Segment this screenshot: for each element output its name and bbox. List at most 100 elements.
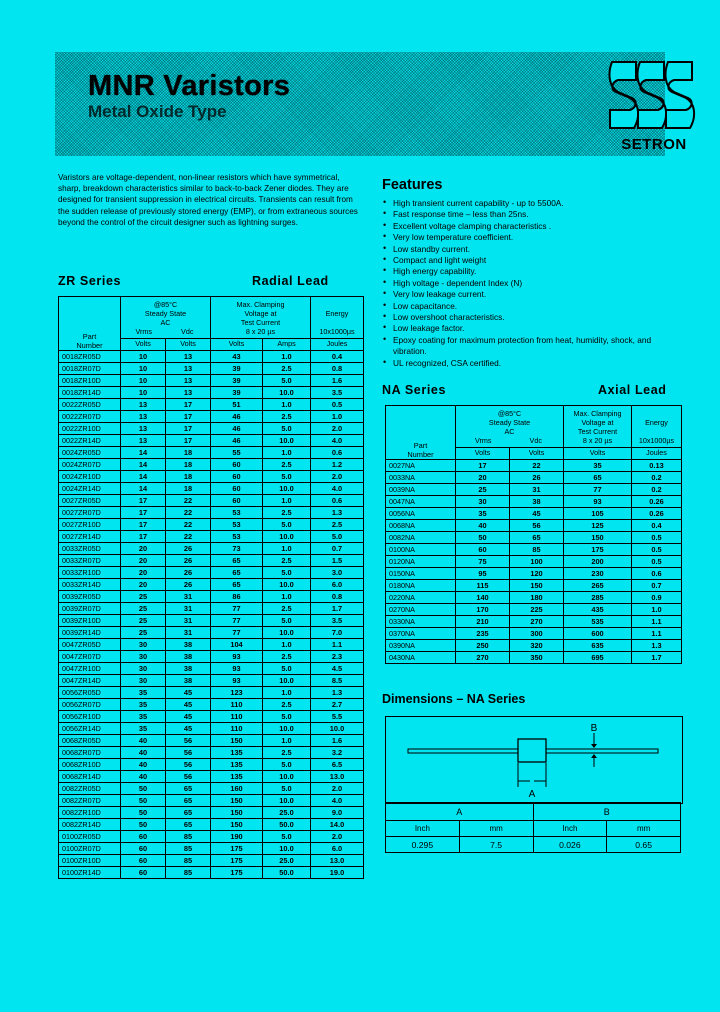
spec-cell: 26 [165, 578, 211, 591]
spec-cell: 1.3 [631, 639, 682, 652]
part-number-cell: 0056ZR07D [58, 698, 121, 711]
part-number-cell: 0022ZR10D [58, 422, 121, 435]
part-number-cell: 0039NA [385, 483, 456, 496]
table-row: 0100NA 60 85 175 0.5 [385, 543, 682, 556]
table-row: 0024ZR10D 14 18 60 5.0 2.0 [58, 470, 364, 483]
spec-cell: 6.5 [310, 758, 364, 771]
spec-cell: 22 [165, 518, 211, 531]
table-row: 0150NA 95 120 230 0.6 [385, 567, 682, 580]
na-series-heading: NA Series [382, 383, 446, 397]
spec-cell: 17 [165, 398, 211, 411]
spec-cell: 200 [563, 555, 632, 568]
zr-table-body: 0018ZR05D 10 13 43 1.0 0.4 0018ZR07D 10 13 39 2.5 0… [58, 350, 364, 879]
spec-cell: 600 [563, 627, 632, 640]
zr-clamp-line2: Voltage at [244, 309, 277, 318]
part-number-cell: 0027NA [385, 459, 456, 472]
part-number-cell: 0068ZR10D [58, 758, 121, 771]
spec-cell: 35 [455, 507, 510, 520]
part-number-cell: 0027ZR05D [58, 494, 121, 507]
spec-cell: 25 [120, 626, 166, 639]
spec-cell: 2.0 [310, 422, 364, 435]
spec-cell: 1.0 [310, 410, 364, 423]
part-number-cell: 0100NA [385, 543, 456, 556]
spec-cell: 100 [509, 555, 564, 568]
part-number-cell: 0068ZR07D [58, 746, 121, 759]
spec-cell: 13 [165, 362, 211, 375]
spec-cell: 40 [120, 734, 166, 747]
spec-cell: 18 [165, 458, 211, 471]
table-row: 0068ZR10D 40 56 135 5.0 6.5 [58, 758, 364, 771]
spec-cell: 65 [563, 471, 632, 484]
spec-cell: 60 [210, 494, 263, 507]
spec-cell: 5.0 [262, 566, 311, 579]
table-row: 0370NA 235 300 600 1.1 [385, 627, 682, 640]
spec-cell: 5.0 [262, 830, 311, 843]
spec-cell: 435 [563, 603, 632, 616]
spec-cell: 26 [165, 542, 211, 555]
spec-cell: 40 [455, 519, 510, 532]
spec-cell: 0.7 [631, 579, 682, 592]
table-row: 0056NA 35 45 105 0.26 [385, 507, 682, 520]
part-number-cell: 0024ZR05D [58, 446, 121, 459]
spec-cell: 50 [120, 806, 166, 819]
spec-cell: 5.0 [262, 470, 311, 483]
spec-cell: 0.6 [631, 567, 682, 580]
spec-cell: 53 [210, 530, 263, 543]
part-number-cell: 0180NA [385, 579, 456, 592]
spec-cell: 22 [165, 506, 211, 519]
spec-cell: 10 [120, 374, 166, 387]
na-unit-vdc: Volts [509, 447, 564, 460]
table-row: 0100ZR14D 60 85 175 50.0 19.0 [58, 866, 364, 879]
table-row: 0047ZR05D 30 38 104 1.0 1.1 [58, 638, 364, 651]
table-row: 0033ZR05D 20 26 73 1.0 0.7 [58, 542, 364, 555]
dim-col-a-inch: Inch [385, 820, 460, 837]
spec-cell: 25 [120, 602, 166, 615]
spec-cell: 50.0 [262, 818, 311, 831]
spec-cell: 0.26 [631, 495, 682, 508]
spec-cell: 30 [120, 674, 166, 687]
part-number-cell: 0270NA [385, 603, 456, 616]
spec-cell: 4.0 [310, 434, 364, 447]
spec-cell: 230 [563, 567, 632, 580]
part-number-cell: 0018ZR07D [58, 362, 121, 375]
table-row: 0022ZR10D 13 17 46 5.0 2.0 [58, 422, 364, 435]
spec-cell: 56 [165, 770, 211, 783]
spec-cell: 175 [563, 543, 632, 556]
svg-text:A: A [529, 789, 536, 800]
table-row: 0047ZR07D 30 38 93 2.5 2.3 [58, 650, 364, 663]
zr-energy-sub: 10x1000µs [319, 327, 355, 336]
table-row: 0027ZR07D 17 22 53 2.5 1.3 [58, 506, 364, 519]
spec-cell: 86 [210, 590, 263, 603]
part-number-cell: 0056ZR10D [58, 710, 121, 723]
spec-cell: 175 [210, 866, 263, 879]
spec-cell: 115 [455, 579, 510, 592]
feature-item: Low overshoot characteristics. [382, 311, 682, 323]
dimensions-diagram: A B [385, 716, 683, 804]
table-row: 0330NA 210 270 535 1.1 [385, 615, 682, 628]
part-number-cell: 0033ZR14D [58, 578, 121, 591]
zr-header-part: Part Number [58, 296, 121, 351]
spec-cell: 0.2 [631, 483, 682, 496]
table-row: 0018ZR14D 10 13 39 10.0 3.5 [58, 386, 364, 399]
spec-cell: 93 [563, 495, 632, 508]
spec-cell: 8.5 [310, 674, 364, 687]
table-row: 0056ZR05D 35 45 123 1.0 1.3 [58, 686, 364, 699]
spec-cell: 77 [210, 602, 263, 615]
spec-cell: 85 [165, 866, 211, 879]
spec-cell: 13 [165, 374, 211, 387]
spec-cell: 0.26 [631, 507, 682, 520]
spec-cell: 1.1 [631, 627, 682, 640]
spec-cell: 14 [120, 470, 166, 483]
spec-cell: 2.0 [310, 782, 364, 795]
logo-wordmark: SETRON [621, 136, 687, 153]
company-logo: SETRON [604, 58, 704, 162]
na-clamp-line2: Voltage at [581, 418, 614, 427]
spec-cell: 45 [165, 686, 211, 699]
spec-cell: 160 [210, 782, 263, 795]
spec-cell: 6.0 [310, 842, 364, 855]
feature-item: Compact and light weight [382, 254, 682, 266]
feature-item: High energy capability. [382, 265, 682, 277]
spec-cell: 13 [120, 434, 166, 447]
spec-cell: 0.9 [631, 591, 682, 604]
spec-cell: 123 [210, 686, 263, 699]
